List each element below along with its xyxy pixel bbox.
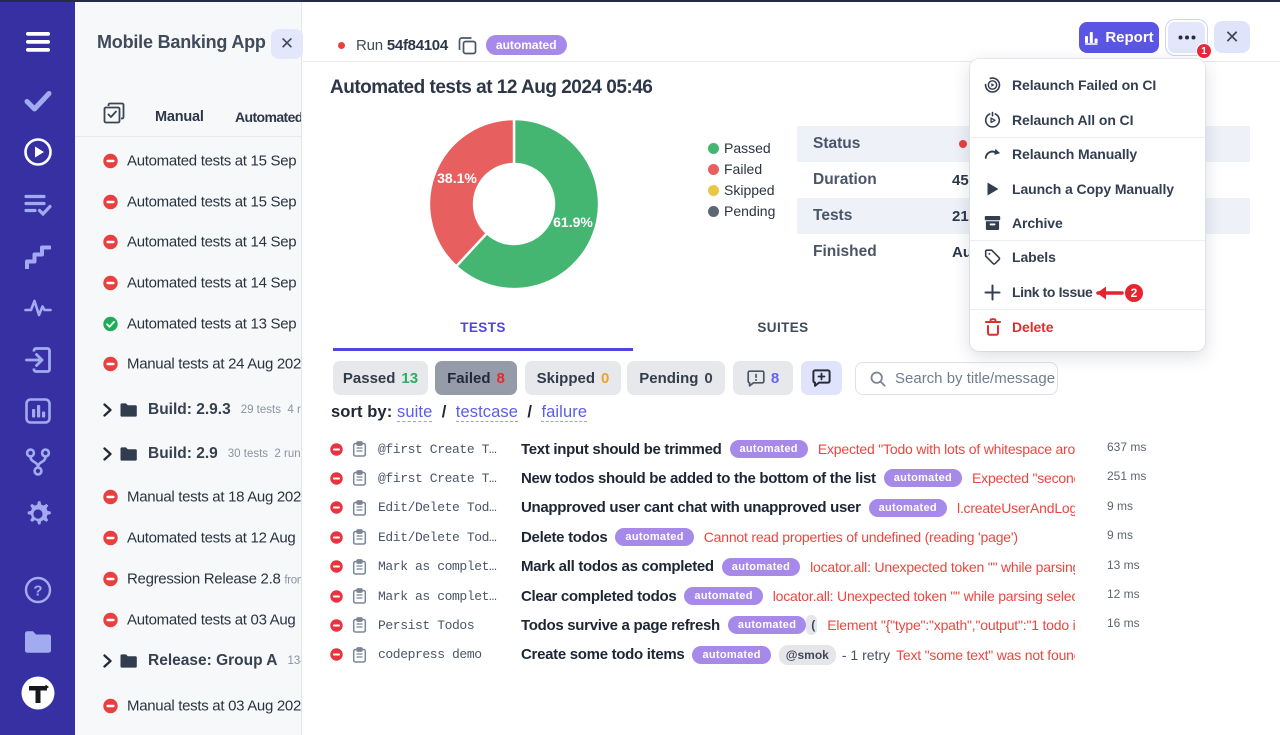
svg-text:?: ? xyxy=(33,583,42,600)
svg-text:61.9%: 61.9% xyxy=(553,214,593,230)
svg-text:2: 2 xyxy=(1131,286,1138,300)
svg-text:38.1%: 38.1% xyxy=(437,170,477,186)
